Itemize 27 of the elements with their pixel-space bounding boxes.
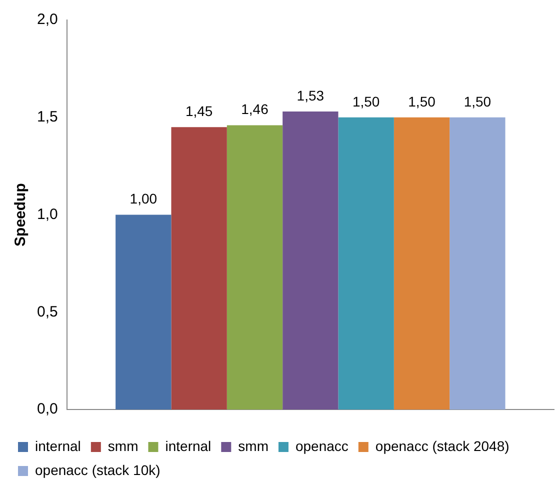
legend-label: smm — [108, 438, 138, 454]
bar — [116, 214, 172, 410]
legend-label: openacc — [295, 438, 348, 454]
legend-label: internal — [165, 438, 212, 454]
legend-label: openacc (stack 2048) — [375, 438, 510, 454]
data-label: 1,50 — [408, 93, 436, 110]
y-tick-label: 1,0 — [36, 206, 58, 223]
data-label: 1,53 — [296, 87, 324, 104]
y-tick-label: 0,5 — [36, 303, 58, 320]
y-axis-title: Speedup — [12, 183, 30, 246]
bar — [226, 125, 283, 410]
legend-label: internal — [35, 438, 81, 454]
legend-label: smm — [238, 438, 268, 454]
bar — [394, 117, 450, 410]
legend-label: openacc (stack 10k) — [35, 462, 160, 478]
data-label: 1,00 — [130, 190, 158, 207]
bar — [338, 117, 394, 410]
data-label: 1,50 — [352, 93, 380, 110]
bar — [171, 127, 227, 410]
bar — [282, 112, 338, 410]
y-tick-label: 2,0 — [36, 11, 58, 28]
y-tick-label: 1,5 — [36, 108, 58, 126]
data-label: 1,50 — [464, 93, 492, 110]
y-tick-label: 0,0 — [36, 400, 58, 418]
bar — [450, 117, 506, 410]
data-label: 1,46 — [241, 101, 269, 118]
data-label: 1,45 — [185, 103, 213, 119]
